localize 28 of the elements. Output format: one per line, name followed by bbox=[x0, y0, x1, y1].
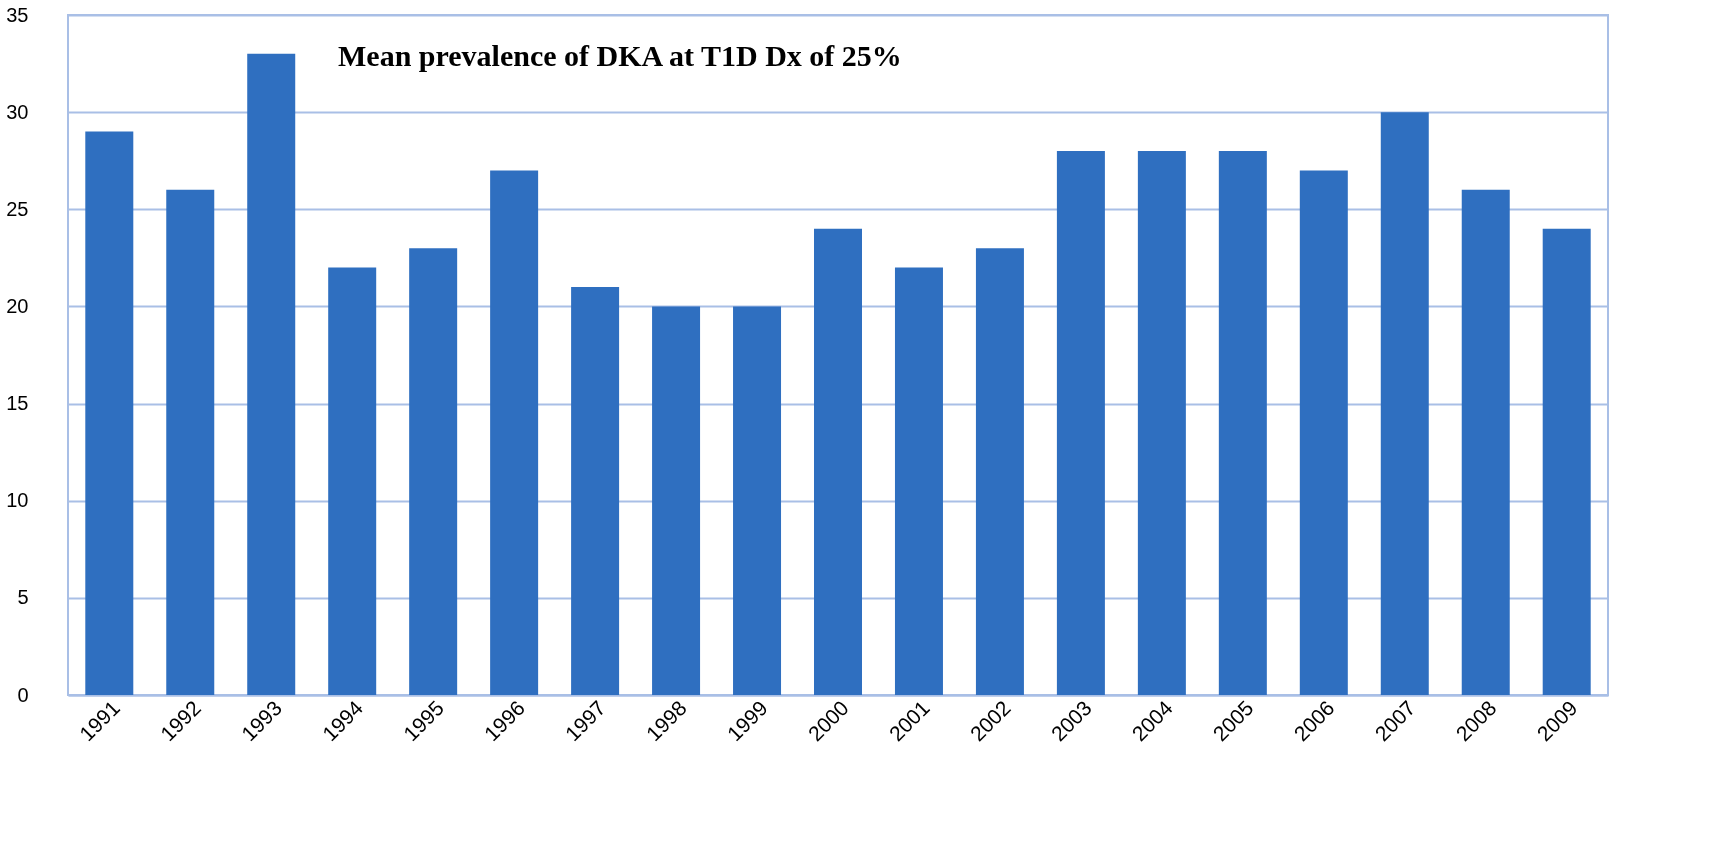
bar bbox=[490, 170, 539, 695]
bar bbox=[975, 248, 1024, 695]
y-tick-label: 20 bbox=[6, 294, 29, 317]
bar bbox=[1299, 170, 1348, 695]
y-tick-label: 25 bbox=[6, 197, 29, 220]
bar bbox=[1056, 151, 1105, 695]
bar bbox=[409, 248, 458, 695]
bar bbox=[166, 189, 215, 695]
bar bbox=[1218, 151, 1267, 695]
bar bbox=[247, 53, 296, 695]
bar bbox=[1461, 189, 1510, 695]
bar bbox=[652, 306, 701, 695]
bar bbox=[894, 267, 943, 695]
bar bbox=[1542, 228, 1591, 695]
y-tick-label: 0 bbox=[17, 683, 29, 706]
bar bbox=[1137, 151, 1186, 695]
bar bbox=[85, 131, 134, 695]
y-tick-label: 35 bbox=[6, 3, 29, 26]
y-tick-label: 5 bbox=[17, 586, 29, 609]
bar bbox=[733, 306, 782, 695]
annotation: Mean prevalence of DKA at T1D Dx of 25% bbox=[338, 39, 902, 72]
y-tick-label: 15 bbox=[6, 392, 29, 415]
y-tick-label: 10 bbox=[6, 489, 29, 512]
y-tick-label: 30 bbox=[6, 100, 29, 123]
bar bbox=[571, 287, 620, 695]
bar bbox=[814, 228, 862, 695]
bar bbox=[328, 267, 377, 695]
bar bbox=[1380, 112, 1429, 695]
